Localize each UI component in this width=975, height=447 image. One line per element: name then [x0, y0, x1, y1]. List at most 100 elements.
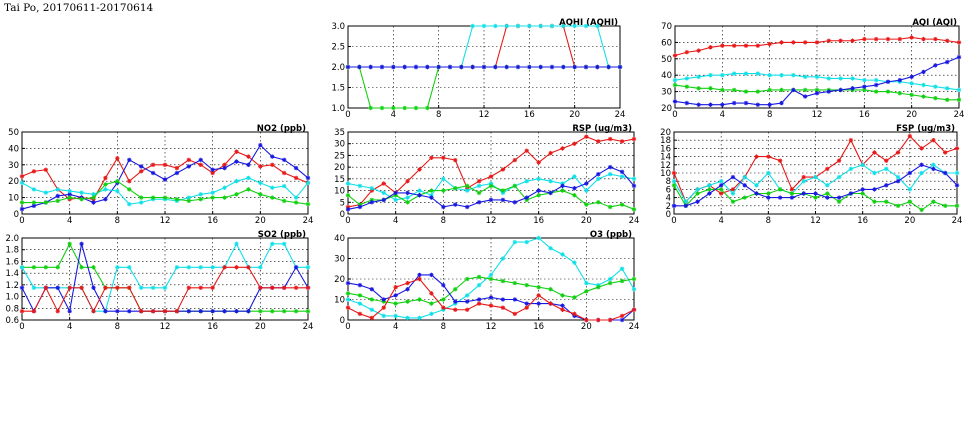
- data-point: [270, 185, 275, 190]
- data-point: [270, 162, 275, 167]
- data-point: [860, 162, 865, 167]
- data-point: [369, 186, 375, 191]
- data-point: [536, 188, 541, 193]
- data-point-stroke: [813, 191, 818, 196]
- data-point: [127, 201, 132, 207]
- data-point-stroke: [755, 89, 760, 94]
- data-point: [572, 23, 577, 29]
- data-point-stroke: [608, 318, 613, 322]
- data-point-stroke: [536, 301, 541, 306]
- data-point-stroke: [919, 162, 924, 167]
- series-red: [672, 35, 962, 58]
- data-point-stroke: [393, 285, 398, 290]
- data-point-stroke: [548, 151, 553, 155]
- data-point-stroke: [151, 171, 155, 175]
- data-point-stroke: [596, 176, 601, 181]
- data-point: [919, 207, 924, 213]
- data-point-stroke: [548, 179, 553, 184]
- data-point-stroke: [294, 265, 298, 270]
- data-point: [270, 195, 275, 200]
- data-point: [944, 59, 950, 65]
- data-point-stroke: [850, 76, 855, 81]
- data-point-stroke: [163, 162, 167, 167]
- data-point-stroke: [234, 309, 239, 314]
- data-point: [79, 241, 84, 247]
- data-point: [584, 181, 589, 186]
- data-point: [731, 43, 737, 48]
- data-point-stroke: [246, 265, 251, 270]
- data-point: [536, 176, 541, 182]
- data-point: [672, 53, 678, 58]
- data-point: [512, 239, 518, 245]
- data-point-stroke: [369, 186, 374, 191]
- data-point: [584, 188, 589, 193]
- data-point: [779, 40, 784, 45]
- data-point: [476, 274, 482, 280]
- data-point-stroke: [584, 318, 589, 322]
- data-point: [19, 200, 25, 205]
- data-point: [572, 295, 577, 300]
- data-point: [379, 64, 385, 70]
- data-point-stroke: [801, 179, 806, 184]
- data-point-stroke: [825, 191, 830, 196]
- y-tick-label: 0: [340, 316, 345, 326]
- data-point-stroke: [346, 65, 350, 69]
- data-point-stroke: [620, 139, 624, 144]
- data-point-stroke: [465, 307, 470, 312]
- data-point: [417, 297, 422, 302]
- data-point: [470, 23, 475, 29]
- data-point: [814, 40, 820, 45]
- data-point: [234, 159, 239, 164]
- x-tick-label: 12: [810, 216, 821, 226]
- data-point: [524, 282, 529, 288]
- data-point-stroke: [862, 37, 867, 42]
- data-point-stroke: [742, 183, 747, 188]
- data-point-stroke: [696, 102, 701, 107]
- y-tick-label: 5: [340, 198, 345, 208]
- data-point-stroke: [860, 187, 865, 192]
- data-point-stroke: [477, 191, 481, 195]
- data-point: [504, 23, 509, 29]
- data-point: [500, 167, 506, 172]
- y-tick-label: 60: [661, 38, 672, 48]
- data-point-stroke: [151, 195, 155, 200]
- data-point: [393, 293, 398, 298]
- y-tick-label: 6: [666, 185, 671, 195]
- data-point: [31, 309, 37, 314]
- data-point: [381, 190, 386, 196]
- data-point: [607, 280, 613, 286]
- data-point-stroke: [838, 88, 843, 92]
- data-point: [826, 89, 832, 94]
- data-point-stroke: [803, 40, 808, 45]
- data-point: [825, 183, 830, 188]
- data-point: [672, 77, 678, 83]
- data-point-stroke: [754, 154, 759, 159]
- data-point: [405, 280, 410, 286]
- x-tick-label: 24: [629, 216, 640, 226]
- data-point: [860, 187, 865, 192]
- data-point: [429, 195, 434, 200]
- data-point-stroke: [860, 191, 865, 196]
- data-point-stroke: [417, 273, 422, 277]
- data-point-stroke: [115, 189, 120, 193]
- data-point-stroke: [719, 187, 724, 192]
- data-point-stroke: [620, 314, 624, 318]
- data-point-stroke: [32, 169, 36, 174]
- data-point: [595, 23, 600, 29]
- x-tick-label: 24: [303, 322, 314, 332]
- data-point: [127, 309, 132, 314]
- data-point: [103, 285, 108, 290]
- data-point-stroke: [632, 287, 636, 292]
- data-point: [767, 87, 772, 93]
- data-point-stroke: [524, 283, 529, 288]
- data-point: [696, 86, 701, 91]
- data-point-stroke: [744, 43, 748, 48]
- x-tick-label: 8: [767, 110, 772, 120]
- data-point-stroke: [524, 179, 529, 184]
- data-point: [730, 191, 736, 196]
- data-point-stroke: [43, 200, 48, 205]
- data-point-stroke: [886, 37, 890, 42]
- data-point-stroke: [696, 86, 701, 91]
- data-point: [884, 166, 889, 172]
- data-point-stroke: [778, 187, 783, 192]
